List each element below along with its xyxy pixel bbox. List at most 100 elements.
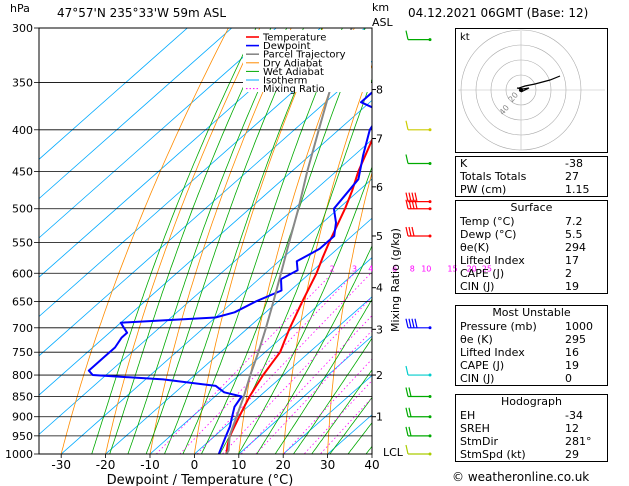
hodograph-frame — [455, 28, 608, 153]
index-value: 1.15 — [565, 183, 590, 196]
wind-barb-dot — [428, 394, 432, 398]
plot-frame — [38, 27, 373, 455]
isotherm-line — [60, 178, 372, 454]
km-tick-label: 3 — [376, 323, 383, 336]
row-label: θe(K) — [460, 241, 490, 254]
x-tick-label: -30 — [51, 458, 71, 472]
pressure-tick-label: 300 — [12, 22, 33, 35]
wind-barb-feather — [414, 318, 418, 328]
row-value: 16 — [565, 346, 579, 359]
hodo-row: StmSpd (kt) 29 — [456, 448, 607, 461]
hodo-row: SREH 12 — [456, 422, 607, 435]
wind-barb-dot — [428, 207, 432, 211]
wet-adiabat-line — [182, 28, 343, 454]
mixing-ratio-axis-label: Mixing Ratio (g/kg) — [389, 228, 402, 332]
wet-adiabat-line — [164, 28, 323, 454]
wind-barb-feather — [405, 192, 409, 202]
pressure-tick-label: 550 — [12, 236, 33, 249]
mixing-ratio-label: 15 — [447, 264, 457, 273]
legend-label: Dewpoint — [263, 41, 311, 52]
surface-box: Surface Temp (°C) 7.2 Dewp (°C) 5.5 θe(K) 2… — [455, 200, 608, 294]
x-tick-label: -20 — [96, 458, 116, 472]
pressure-tick-label: 400 — [12, 124, 33, 137]
km-tick-label: 4 — [376, 282, 383, 295]
unstable-row: CAPE (J) 19 — [456, 359, 607, 372]
row-value: 29 — [565, 448, 579, 461]
x-tick-label: 10 — [231, 458, 246, 472]
legend-label: Wet Adiabat — [263, 67, 324, 78]
x-tick-label: 0 — [191, 458, 199, 472]
isotherm-line — [39, 99, 372, 396]
pressure-tick-label: 900 — [12, 411, 33, 424]
pressure-tick-label: 500 — [12, 203, 33, 216]
indices-box: K -38 Totals Totals 27 PW (cm) 1.15 — [455, 156, 608, 197]
hodograph-index-box: Hodograph EH -34 SREH 12 StmDir 281° StmSpd… — [455, 394, 608, 462]
isotherm-line — [39, 28, 188, 160]
legend-label: Mixing Ratio — [263, 84, 325, 95]
wind-barb-dot — [428, 415, 432, 419]
wet-adiabat-line — [329, 396, 372, 454]
wind-barb-feather — [414, 192, 418, 202]
row-value: 294 — [565, 241, 586, 254]
dry-adiabat-line — [282, 63, 372, 454]
wind-barb-feather — [408, 226, 412, 237]
dewpoint-line — [87, 91, 372, 454]
km-tick-label: 2 — [376, 369, 383, 382]
parcel-trajectory-line — [225, 28, 353, 454]
dry-adiabat-line — [149, 28, 292, 454]
copyright-footer: © weatheronline.co.uk — [452, 470, 590, 484]
dry-adiabat-line — [60, 28, 229, 454]
row-label: Lifted Index — [460, 346, 525, 359]
mixing-ratio-label: 10 — [421, 264, 431, 273]
wind-barb-feather — [405, 154, 409, 164]
wind-barb-feather — [405, 226, 409, 237]
wet-adiabat-line — [145, 28, 305, 454]
wind-barb-feather — [405, 318, 409, 328]
wind-barb-feather — [408, 387, 412, 397]
mixing-ratio-line — [283, 358, 372, 454]
row-label: StmDir — [460, 435, 499, 448]
surface-row: Temp (°C) 7.2 — [456, 215, 607, 228]
wind-barb-dot — [428, 452, 432, 456]
dry-adiabat-line — [327, 171, 372, 454]
isotherm-line — [282, 374, 372, 454]
wind-barb-dot — [428, 200, 432, 204]
mixing-ratio-label: 20 — [467, 264, 477, 273]
pressure-tick-label: 1000 — [5, 448, 33, 461]
surface-row: CAPE (J) 2 — [456, 267, 607, 280]
wet-adiabat-line — [127, 28, 288, 454]
pressure-tick-label: 800 — [12, 369, 33, 382]
wind-barb-feather — [405, 30, 409, 40]
unstable-row: Lifted Index 16 — [456, 346, 607, 359]
dry-adiabat-line — [371, 432, 372, 454]
datetime-title: 04.12.2021 06GMT (Base: 12) — [408, 6, 589, 20]
row-label: CAPE (J) — [460, 359, 505, 372]
legend-label: Parcel Trajectory — [263, 50, 346, 61]
pressure-tick-label: 650 — [12, 296, 33, 309]
row-label: θe (K) — [460, 333, 493, 346]
wind-barb-feather — [408, 199, 412, 209]
index-row-tt: Totals Totals 27 — [456, 170, 607, 183]
wet-adiabat-line — [311, 369, 372, 454]
row-label: Pressure (mb) — [460, 320, 537, 333]
asl-label: ASL — [372, 16, 393, 29]
mixing-ratio-label: 3 — [352, 264, 357, 273]
index-row-k: K -38 — [456, 157, 607, 170]
index-label: K — [460, 157, 468, 170]
dry-adiabat-line — [105, 28, 261, 454]
pressure-tick-label: 600 — [12, 267, 33, 280]
index-value: -38 — [565, 157, 583, 170]
row-label: Temp (°C) — [460, 215, 515, 228]
row-label: Dewp (°C) — [460, 228, 517, 241]
mixing-ratio-line — [196, 273, 372, 454]
surface-row: CIN (J) 19 — [456, 280, 607, 293]
mixing-ratio-label: 2 — [330, 264, 335, 273]
wind-barb-feather — [408, 318, 412, 328]
wind-barb-feather — [408, 192, 412, 202]
isotherm-line — [149, 257, 372, 454]
x-tick-label: 30 — [320, 458, 335, 472]
pressure-tick-label: 700 — [12, 322, 33, 335]
isotherm-line — [238, 335, 372, 454]
mixing-ratio-line — [179, 273, 355, 454]
km-tick-label: 1 — [376, 411, 383, 424]
